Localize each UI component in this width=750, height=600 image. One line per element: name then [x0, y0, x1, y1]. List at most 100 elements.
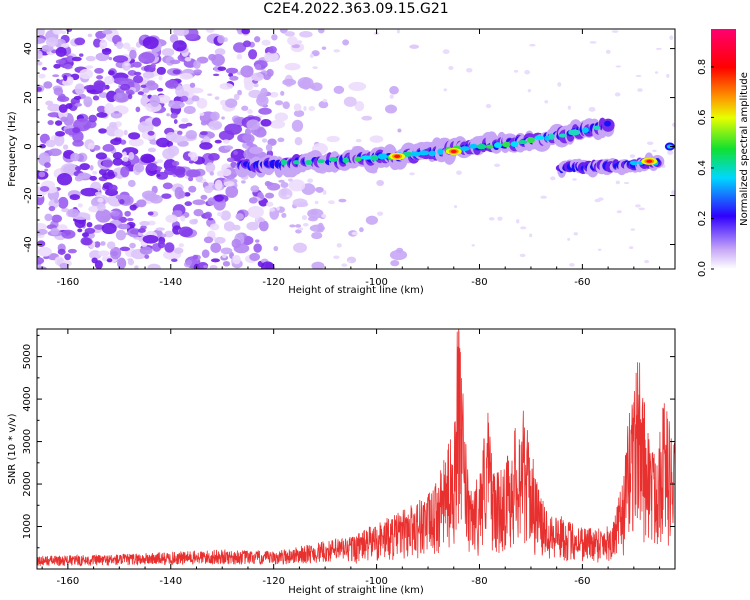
spectrogram-noise-blob: [55, 59, 66, 65]
spectrogram-y-axis-label: Frequency (Hz): [7, 111, 18, 187]
spectrogram-noise-blob: [110, 111, 123, 119]
spectrogram-faint-blob: [333, 49, 341, 53]
spectrogram-noise-blob: [83, 96, 93, 108]
spectrogram-noise-blob: [317, 222, 324, 231]
spectrogram-noise-blob: [214, 179, 223, 191]
spectrogram-faint-blob: [494, 163, 501, 168]
spectrogram-faint-blob: [671, 122, 675, 127]
spectrogram-noise-blob: [207, 93, 213, 97]
spectrogram-noise-blob: [166, 113, 170, 117]
spectrogram-noise-blob: [108, 184, 118, 192]
spectrogram-noise-blob: [102, 159, 113, 168]
spectrogram-faint-blob: [550, 176, 556, 181]
spectrogram-noise-blob: [57, 248, 66, 255]
spectrogram-noise-blob: [232, 224, 241, 231]
spectrogram-noise-blob: [192, 199, 206, 206]
spectrogram-faint-blob: [454, 205, 458, 209]
spectrogram-noise-blob: [94, 67, 104, 74]
spectrogram-noise-blob: [199, 131, 208, 136]
spectrogram-noise-blob: [79, 163, 91, 171]
spectrogram-noise-blob: [47, 112, 61, 118]
colorbar-tick-label: 0.6: [697, 109, 708, 125]
spectrogram-faint-blob: [301, 215, 308, 221]
spectrogram-noise-blob: [254, 127, 267, 138]
spectrogram-noise-blob: [376, 179, 385, 186]
spectrogram-noise-blob: [190, 153, 199, 162]
spectrogram-noise-blob: [220, 210, 231, 221]
spectrogram-noise-blob: [390, 259, 400, 267]
spectrogram-faint-blob: [652, 149, 657, 153]
spectrogram-noise-blob: [60, 116, 69, 123]
spectrogram-noise-blob: [57, 196, 69, 209]
spectrogram-noise-blob: [242, 40, 252, 48]
spectrogram-noise-blob: [232, 254, 241, 265]
spectrogram-noise-blob: [214, 48, 226, 56]
spectrogram-noise-blob: [139, 246, 153, 255]
spectrogram-noise-blob: [43, 81, 53, 89]
spectrogram-faint-blob: [309, 53, 314, 58]
spectrogram-noise-blob: [294, 136, 303, 146]
spectrogram-faint-blob: [314, 200, 319, 205]
spectrogram-noise-blob: [48, 148, 62, 157]
spectrogram-panel: -160 -140 -120 -100 -80 -60 -40 -20 0 20 40 Height…: [7, 28, 676, 296]
spectrogram-noise-blob: [147, 130, 155, 136]
spectrogram-noise-blob: [102, 144, 115, 152]
spectrogram-noise-blob: [223, 221, 235, 232]
spectrogram-noise-blob: [199, 112, 205, 116]
spectrogram-faint-blob: [409, 172, 415, 176]
spectrogram-noise-blob: [342, 39, 350, 46]
spectrogram-noise-blob: [121, 160, 131, 167]
spectrogram-noise-blob: [56, 173, 73, 186]
spectrogram-noise-blob: [185, 122, 193, 127]
spectrogram-peak-core: [646, 159, 653, 163]
spectrogram-noise-blob: [185, 259, 193, 266]
spectrogram-noise-blob: [199, 142, 213, 150]
spectrogram-noise-blob: [333, 85, 345, 94]
spectrogram-noise-blob: [308, 106, 316, 112]
spectrogram-faint-blob: [605, 49, 611, 54]
spectrogram-faint-blob: [442, 49, 450, 55]
spectrogram-noise-blob: [184, 201, 192, 207]
spectrogram-noise-blob: [188, 185, 197, 193]
snr-y-tick-label: 4000: [22, 386, 33, 411]
spectrogram-noise-blob: [214, 194, 224, 202]
spectrogram-faint-blob: [516, 219, 520, 224]
spectrogram-noise-blob: [222, 139, 230, 144]
spectrogram-noise-blob: [132, 75, 144, 84]
spectrogram-noise-blob: [326, 135, 340, 143]
spectrogram-noise-blob: [277, 137, 285, 143]
spectrogram-noise-blob: [253, 243, 262, 253]
spectrogram-noise-blob: [119, 83, 131, 91]
spectrogram-noise-blob: [225, 98, 238, 108]
spectrogram-noise-blob: [147, 263, 161, 269]
spectrogram-noise-blob: [205, 162, 216, 173]
spectrogram-track-core: [370, 154, 379, 161]
spectrogram-noise-blob: [295, 224, 302, 228]
spectrogram-noise-blob: [52, 74, 60, 78]
spectrogram-noise-blob: [142, 36, 159, 50]
spectrogram-faint-blob: [629, 246, 634, 250]
spectrogram-noise-blob: [224, 145, 234, 150]
spectrogram-noise-blob: [123, 129, 128, 136]
spectrogram-noise-blob: [107, 169, 115, 177]
spectrogram-track-core: [460, 146, 470, 151]
spectrogram-noise-blob: [193, 60, 201, 69]
spectrogram-noise-blob: [51, 214, 63, 223]
spectrogram-noise-blob: [210, 242, 222, 253]
spectrogram-noise-blob: [53, 87, 64, 96]
spectrogram-noise-blob: [266, 201, 274, 207]
spectrogram-faint-blob: [614, 92, 621, 97]
spectrogram-noise-blob: [173, 29, 190, 36]
spectrogram-noise-blob: [93, 80, 106, 89]
spectrogram-noise-blob: [113, 137, 122, 142]
spectrogram-noise-blob: [188, 176, 194, 182]
spectrogram-noise-blob: [254, 63, 262, 71]
spectrogram-noise-blob: [39, 143, 46, 149]
snr-background: [37, 329, 675, 569]
spectrogram-noise-blob: [258, 107, 272, 115]
spectrogram-track-core: [518, 139, 528, 145]
spectrogram-noise-blob: [59, 262, 69, 269]
spectrogram-noise-blob: [117, 174, 123, 179]
spectrogram-noise-blob: [142, 234, 159, 244]
snr-y-tick-label: 1000: [22, 514, 33, 539]
